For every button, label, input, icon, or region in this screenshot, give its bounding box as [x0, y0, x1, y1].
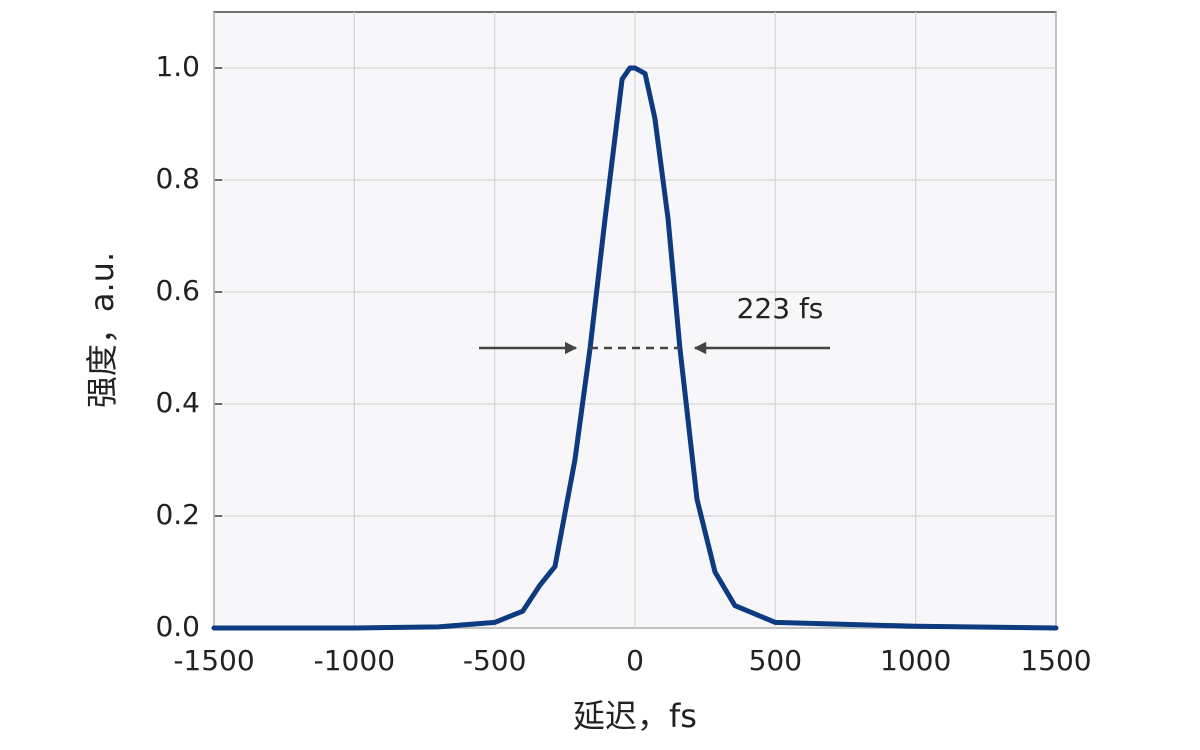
y-tick-label: 1.0	[155, 50, 200, 83]
y-tick-label: 0.8	[155, 162, 200, 195]
x-tick-label: 1500	[1020, 644, 1091, 677]
x-tick-label: -500	[463, 644, 527, 677]
x-tick-label: 1000	[880, 644, 951, 677]
annotation: 223 fs	[737, 292, 824, 325]
x-tick-label: -1500	[173, 644, 254, 677]
x-tick-label: -1000	[314, 644, 395, 677]
x-axis-label: 延迟，fs	[573, 697, 697, 735]
y-tick-label: 0.0	[155, 610, 200, 643]
x-tick-label: 0	[626, 644, 644, 677]
y-tick-label: 0.2	[155, 498, 200, 531]
y-tick-label: 0.6	[155, 274, 200, 307]
series-line	[211, 65, 1059, 631]
y-tick-label: 0.4	[155, 386, 200, 419]
x-tick-label: 500	[749, 644, 802, 677]
y-axis-label: 强度，a.u.	[83, 252, 121, 408]
